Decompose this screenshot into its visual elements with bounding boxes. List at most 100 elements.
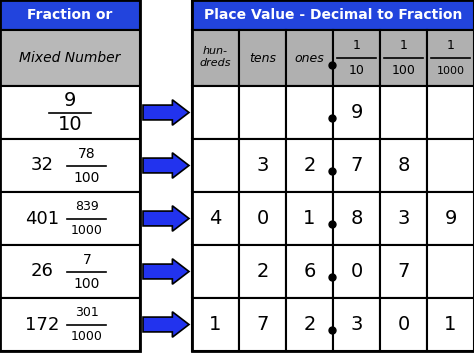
Text: 1: 1 — [444, 315, 456, 334]
Bar — [286, 192, 333, 245]
Bar — [0, 298, 140, 351]
Bar — [239, 192, 286, 245]
Bar — [286, 139, 333, 192]
Bar — [192, 298, 239, 351]
Text: 32: 32 — [30, 157, 54, 174]
Bar — [380, 298, 427, 351]
Text: 7: 7 — [350, 156, 363, 175]
Text: 0: 0 — [256, 209, 269, 228]
Text: 100: 100 — [392, 64, 415, 78]
Bar — [0, 0, 140, 351]
Bar — [140, 30, 192, 86]
Bar — [140, 298, 192, 351]
Bar — [427, 192, 474, 245]
Bar — [140, 245, 192, 298]
Text: 2: 2 — [256, 262, 269, 281]
Bar — [140, 192, 192, 245]
Bar — [239, 30, 286, 86]
Text: 9: 9 — [64, 91, 76, 110]
Text: 1000: 1000 — [71, 330, 103, 343]
Polygon shape — [143, 206, 189, 231]
Text: 839: 839 — [75, 200, 99, 213]
Bar — [0, 245, 140, 298]
Text: 3: 3 — [350, 315, 363, 334]
Text: 3: 3 — [397, 209, 410, 228]
Bar — [239, 245, 286, 298]
Bar — [333, 139, 380, 192]
Bar — [427, 139, 474, 192]
Text: 3: 3 — [256, 156, 269, 175]
Bar — [192, 192, 239, 245]
Text: 10: 10 — [58, 115, 82, 134]
Bar — [0, 139, 140, 192]
Bar — [427, 298, 474, 351]
Text: 26: 26 — [30, 262, 54, 281]
Text: 1000: 1000 — [437, 66, 465, 76]
Text: tens: tens — [249, 51, 276, 64]
Text: 0: 0 — [397, 315, 410, 334]
Bar — [140, 139, 192, 192]
Bar — [192, 139, 239, 192]
Bar — [192, 0, 474, 30]
Text: 0: 0 — [350, 262, 363, 281]
Text: 6: 6 — [303, 262, 316, 281]
Text: 1: 1 — [303, 209, 316, 228]
Polygon shape — [143, 259, 189, 284]
Text: Place Value - Decimal to Fraction: Place Value - Decimal to Fraction — [204, 8, 462, 22]
Bar — [333, 86, 380, 139]
Bar — [239, 86, 286, 139]
Bar — [192, 245, 239, 298]
Text: 301: 301 — [75, 306, 99, 319]
Text: 1000: 1000 — [71, 224, 103, 237]
Polygon shape — [143, 100, 189, 125]
Text: 8: 8 — [397, 156, 410, 175]
Bar — [427, 86, 474, 139]
Bar — [286, 86, 333, 139]
Bar — [286, 245, 333, 298]
Text: 100: 100 — [73, 277, 100, 291]
Text: 9: 9 — [444, 209, 456, 228]
Bar — [380, 192, 427, 245]
Text: Fraction or: Fraction or — [27, 8, 113, 22]
Text: 401: 401 — [25, 210, 59, 228]
Bar — [333, 30, 380, 86]
Bar — [286, 298, 333, 351]
Text: 1: 1 — [210, 315, 222, 334]
Bar — [239, 139, 286, 192]
Bar — [380, 30, 427, 86]
Polygon shape — [143, 153, 189, 178]
Text: hun-
dreds: hun- dreds — [200, 46, 231, 68]
Text: 2: 2 — [303, 156, 316, 175]
Text: 10: 10 — [348, 64, 365, 78]
Text: ones: ones — [295, 51, 324, 64]
Text: 1: 1 — [447, 39, 455, 52]
Bar — [140, 86, 192, 139]
Bar — [192, 30, 239, 86]
Text: 8: 8 — [350, 209, 363, 228]
Bar — [427, 245, 474, 298]
Text: Mixed Number: Mixed Number — [19, 51, 121, 65]
Polygon shape — [143, 312, 189, 337]
Bar — [380, 139, 427, 192]
Text: 7: 7 — [397, 262, 410, 281]
Bar — [333, 192, 380, 245]
Bar — [239, 298, 286, 351]
Bar — [333, 298, 380, 351]
Bar — [192, 86, 239, 139]
Text: 100: 100 — [73, 171, 100, 185]
Bar — [0, 192, 140, 245]
Text: 1: 1 — [400, 39, 408, 52]
Text: 2: 2 — [303, 315, 316, 334]
Text: 1: 1 — [353, 39, 360, 52]
Bar — [380, 245, 427, 298]
Bar — [192, 0, 474, 351]
Text: 172: 172 — [25, 316, 59, 333]
Bar — [380, 86, 427, 139]
Bar — [286, 30, 333, 86]
Bar — [0, 86, 140, 139]
Text: 4: 4 — [210, 209, 222, 228]
Text: 7: 7 — [256, 315, 269, 334]
Text: 9: 9 — [350, 103, 363, 122]
Text: 78: 78 — [78, 147, 96, 161]
Bar — [0, 0, 140, 30]
